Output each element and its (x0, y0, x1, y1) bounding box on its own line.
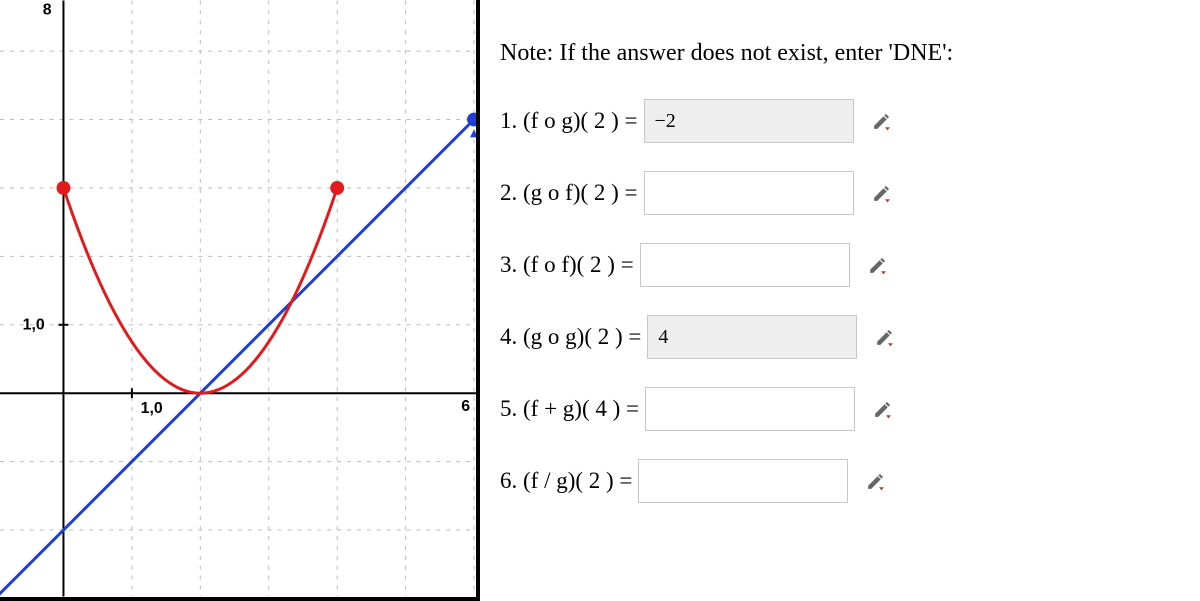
answer-input[interactable] (647, 315, 857, 359)
question-row: 5. (f + g)( 4 ) = (500, 387, 1180, 431)
answer-input[interactable] (644, 99, 854, 143)
graph-svg: 1,01,086-4 (0, 0, 476, 597)
edit-button[interactable] (868, 179, 896, 207)
svg-text:1,0: 1,0 (23, 317, 45, 334)
pencil-icon (867, 254, 889, 276)
answer-input[interactable] (644, 171, 854, 215)
answer-input[interactable] (645, 387, 855, 431)
question-label: 4. (g o g)( 2 ) = (500, 324, 641, 350)
question-label: 3. (f o f)( 2 ) = (500, 252, 634, 278)
svg-text:1,0: 1,0 (141, 400, 163, 417)
pencil-icon (871, 182, 893, 204)
question-label: 5. (f + g)( 4 ) = (500, 396, 639, 422)
svg-text:6: 6 (461, 398, 470, 415)
edit-button[interactable] (868, 107, 896, 135)
answer-input[interactable] (638, 459, 848, 503)
pencil-icon (871, 110, 893, 132)
edit-button[interactable] (871, 323, 899, 351)
edit-button[interactable] (862, 467, 890, 495)
question-label: 2. (g o f)( 2 ) = (500, 180, 638, 206)
question-label: 6. (f / g)( 2 ) = (500, 468, 632, 494)
question-row: 4. (g o g)( 2 ) = (500, 315, 1180, 359)
pencil-icon (865, 470, 887, 492)
answer-input[interactable] (640, 243, 850, 287)
question-row: 2. (g o f)( 2 ) = (500, 171, 1180, 215)
question-row: 1. (f o g)( 2 ) = (500, 99, 1180, 143)
questions-container: 1. (f o g)( 2 ) = 2. (g o f)( 2 ) = 3. (f … (500, 99, 1180, 503)
svg-text:8: 8 (43, 1, 52, 18)
graph-panel: 1,01,086-4 (0, 0, 480, 601)
note-text: Note: If the answer does not exist, ente… (500, 40, 1180, 67)
question-row: 6. (f / g)( 2 ) = (500, 459, 1180, 503)
questions-panel: Note: If the answer does not exist, ente… (480, 0, 1200, 601)
edit-button[interactable] (864, 251, 892, 279)
pencil-icon (874, 326, 896, 348)
pencil-icon (872, 398, 894, 420)
question-label: 1. (f o g)( 2 ) = (500, 108, 638, 134)
question-row: 3. (f o f)( 2 ) = (500, 243, 1180, 287)
edit-button[interactable] (869, 395, 897, 423)
